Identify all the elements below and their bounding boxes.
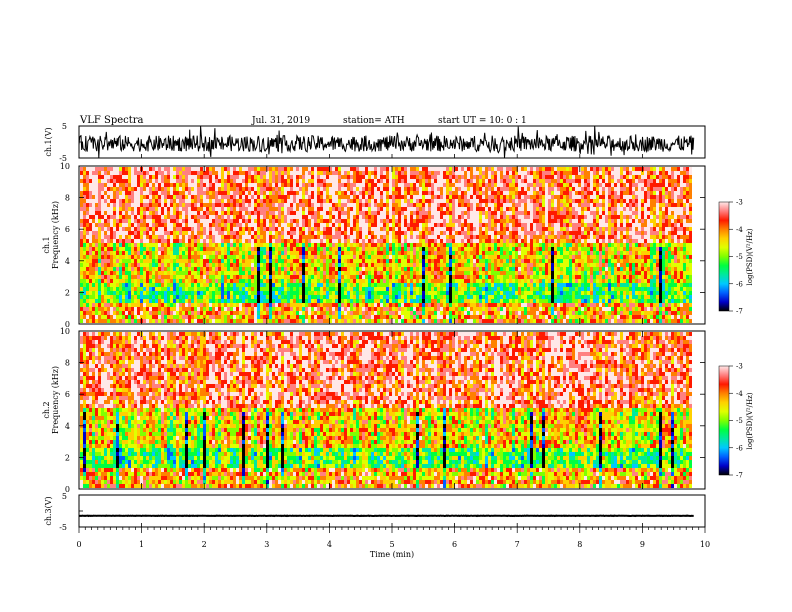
ch1-frequency-ylabel: Frequency (kHz): [51, 201, 60, 269]
ch2-spectrogram-image: [80, 332, 692, 488]
ch3-ytick-bottom: -5: [59, 523, 67, 532]
start-time-label: start UT = 10: 0 : 1: [438, 116, 527, 126]
ch1-ytick-bottom: -5: [59, 154, 67, 163]
time-tick-label: 10: [700, 540, 710, 549]
colorbar-tick-label: -4: [736, 390, 743, 398]
freq-tick-label: 8: [65, 194, 70, 203]
time-tick-label: 2: [202, 540, 207, 549]
freq-tick-label: 10: [60, 327, 70, 336]
colorbar-tick-label: -6: [736, 444, 743, 452]
ch3-waveform-panel: 5 -5 ch.3(V): [44, 492, 706, 532]
time-tick-label: 6: [452, 540, 457, 549]
time-tick-label: 7: [515, 540, 520, 549]
ch1-colorbar-ticks: -3 -4 -5 -6 -7: [729, 199, 743, 316]
time-tick-label: 3: [264, 540, 269, 549]
station-label: station= ATH: [343, 116, 405, 126]
time-tick-label: 8: [577, 540, 582, 549]
colorbar-tick-label: -7: [736, 308, 743, 316]
freq-tick-label: 4: [65, 257, 70, 266]
freq-tick-label: 4: [65, 422, 70, 431]
ch2-channel-label: ch.2: [42, 401, 51, 418]
time-tick-label: 5: [389, 540, 394, 549]
freq-tick-label: 2: [65, 288, 70, 297]
time-tick-label: 1: [139, 540, 144, 549]
freq-tick-label: 6: [65, 225, 70, 234]
time-tick-label: 0: [76, 540, 81, 549]
ch2-spectrogram-yticks: 0 2 4 6 8 10: [60, 327, 705, 494]
date-label: Jul. 31, 2019: [251, 116, 310, 126]
ch2-colorbar-ticks: -3 -4 -5 -6 -7: [729, 363, 743, 480]
time-tick-label: 9: [640, 540, 645, 549]
ch3-waveform-ticks: [78, 510, 706, 527]
figure-title: VLF Spectra: [79, 115, 144, 126]
time-tick-label: 4: [327, 540, 332, 549]
ch1-colorbar-bar: [718, 201, 730, 312]
colorbar-tick-label: -5: [736, 417, 743, 425]
freq-tick-label: 8: [65, 359, 70, 368]
ch1-spectrogram-panel: 0 2 4 6 8 10 ch.1 Frequency (kHz): [42, 162, 706, 329]
colorbar-tick-label: -3: [736, 199, 743, 207]
ch1-colorbar: -3 -4 -5 -6 -7 log(PSD)(V²/Hz): [718, 199, 754, 316]
colorbar-tick-label: -3: [736, 363, 743, 371]
freq-tick-label: 6: [65, 390, 70, 399]
ch1-spectrogram-image: [80, 167, 692, 323]
ch3-waveform-ylabel: ch.3(V): [44, 496, 53, 525]
ch1-spectrogram-yticks: 0 2 4 6 8 10: [60, 162, 705, 329]
ch1-waveform-line: [78, 125, 695, 159]
ch3-ytick-top: 5: [62, 492, 67, 501]
ch2-colorbar: -3 -4 -5 -6 -7 log(PSD)(V²/Hz): [718, 363, 754, 480]
freq-tick-label: 2: [65, 453, 70, 462]
ch1-waveform-ticks: [78, 141, 706, 158]
ch2-colorbar-bar: [718, 365, 730, 476]
freq-tick-label: 0: [65, 485, 70, 494]
ch2-colorbar-label: log(PSD)(V²/Hz): [746, 392, 754, 449]
ch1-ytick-top: 5: [62, 122, 67, 131]
time-axis-label: Time (min): [370, 550, 414, 559]
freq-tick-label: 10: [60, 162, 70, 171]
colorbar-tick-label: -5: [736, 253, 743, 261]
ch1-waveform-ylabel: ch.1(V): [44, 127, 53, 156]
time-axis: 0 1 2 3 4 5 6 7 8 9 10: [76, 527, 710, 549]
colorbar-tick-label: -6: [736, 280, 743, 288]
ch2-spectrogram-xticks: [78, 331, 706, 489]
freq-tick-label: 0: [65, 320, 70, 329]
ch2-frequency-ylabel: Frequency (kHz): [51, 366, 60, 434]
ch3-waveform-frame: [78, 494, 706, 528]
ch1-channel-label: ch.1: [42, 236, 51, 253]
colorbar-tick-label: -7: [736, 472, 743, 480]
ch1-waveform-panel: 5 -5 ch.1(V): [44, 122, 706, 163]
ch1-colorbar-label: log(PSD)(V²/Hz): [746, 228, 754, 285]
colorbar-tick-label: -4: [736, 226, 743, 234]
ch1-spectrogram-xticks: [78, 166, 706, 324]
ch2-spectrogram-panel: 0 2 4 6 8 10 ch.2 Frequency (kHz): [42, 327, 706, 494]
